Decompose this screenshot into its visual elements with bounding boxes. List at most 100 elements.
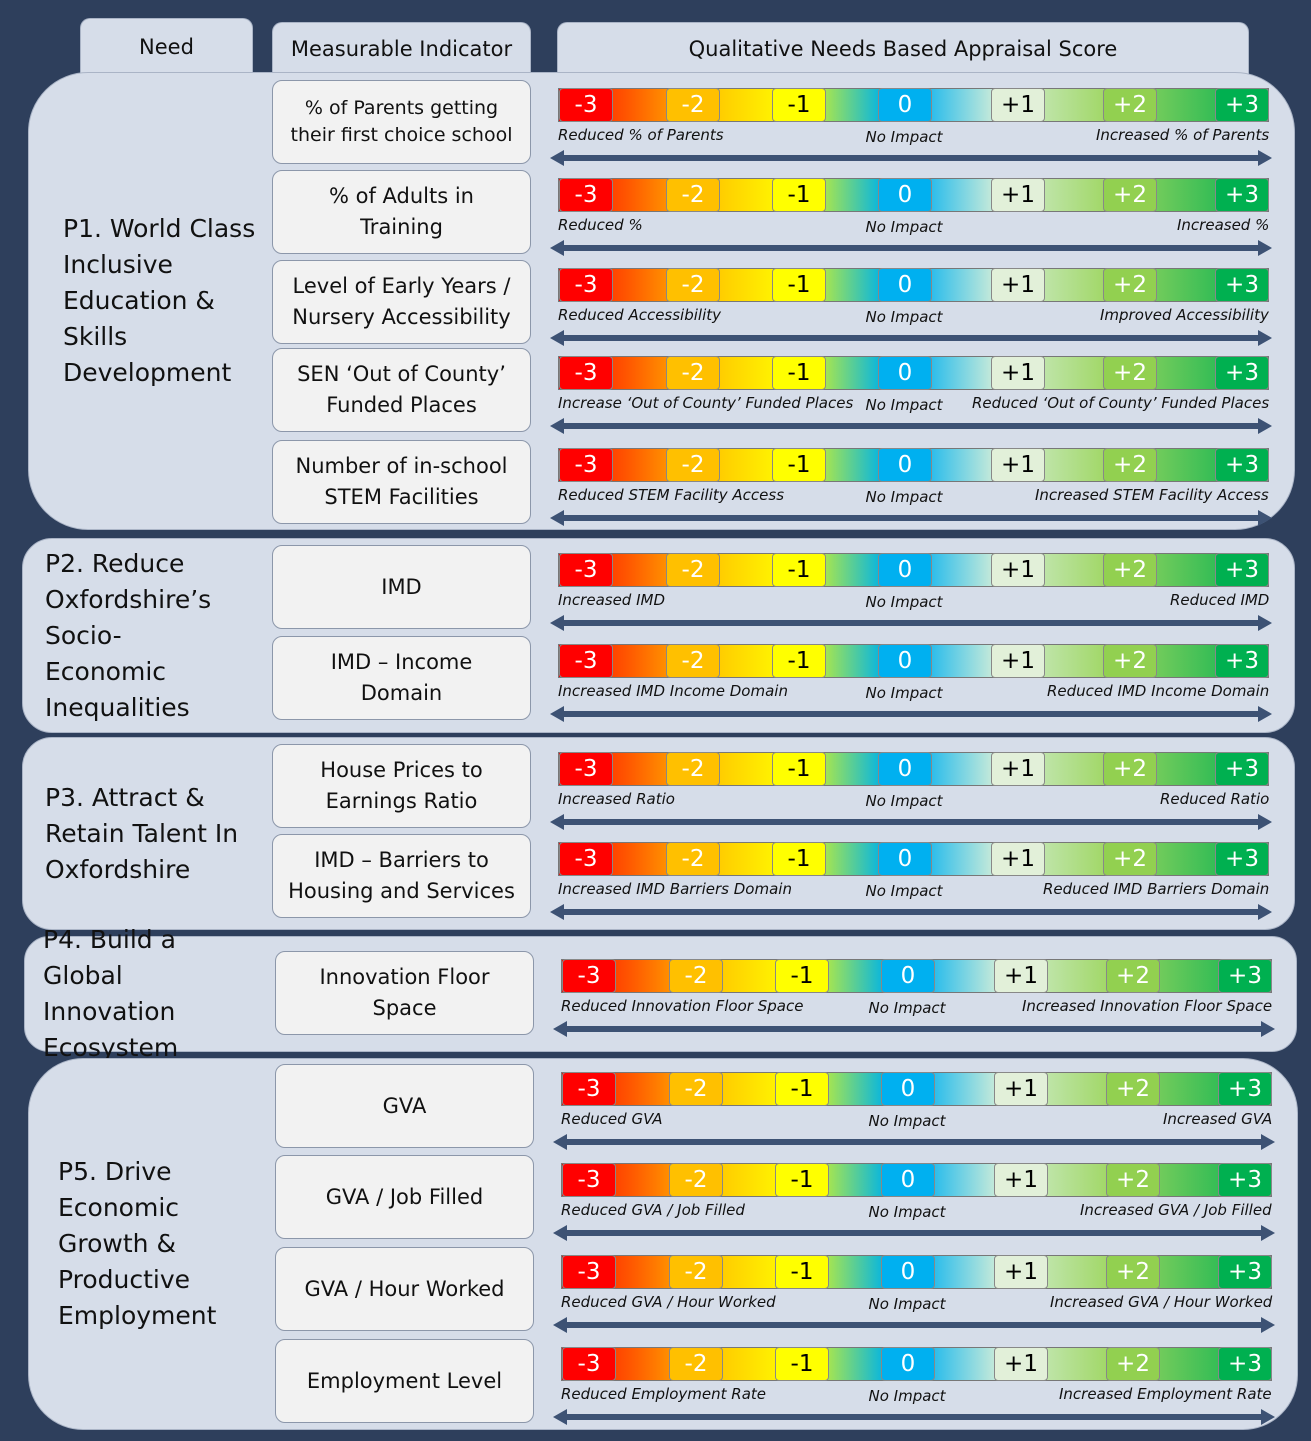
score-box: -1 bbox=[775, 1255, 829, 1289]
score-box: -3 bbox=[562, 1072, 616, 1106]
score-box: -3 bbox=[562, 1163, 616, 1197]
score-box: +3 bbox=[1218, 1347, 1272, 1381]
arrow bbox=[550, 904, 1272, 920]
score-box: +2 bbox=[1103, 842, 1157, 876]
left-label: Increase ‘Out of County’ Funded Places bbox=[558, 394, 854, 412]
score-box: -3 bbox=[559, 752, 613, 786]
score-box: +3 bbox=[1215, 268, 1269, 302]
score-box: +2 bbox=[1106, 1255, 1160, 1289]
indicator: Number of in-school STEM Facilities bbox=[272, 440, 531, 524]
score-box: 0 bbox=[878, 752, 932, 786]
score-box: +1 bbox=[991, 448, 1045, 482]
score-bar: -3 -2 -1 0 +1 +2 +3 bbox=[558, 178, 1269, 212]
arrow bbox=[550, 330, 1272, 346]
score-box: +3 bbox=[1215, 842, 1269, 876]
score-box: +1 bbox=[991, 553, 1045, 587]
right-label: Increased Employment Rate bbox=[1059, 1385, 1272, 1403]
group-label: P1. World Class Inclusive Education & Sk… bbox=[63, 214, 256, 387]
score-box: -2 bbox=[666, 178, 720, 212]
score-box: 0 bbox=[878, 448, 932, 482]
score-box: -3 bbox=[562, 959, 616, 993]
score-box: -1 bbox=[772, 448, 826, 482]
score-bar: -3 -2 -1 0 +1 +2 +3 bbox=[558, 752, 1269, 786]
score-box: -3 bbox=[559, 88, 613, 122]
score-bar: -3 -2 -1 0 +1 +2 +3 bbox=[558, 842, 1269, 876]
indicator: GVA / Hour Worked bbox=[275, 1247, 534, 1331]
score-box: -3 bbox=[559, 448, 613, 482]
indicator: % of Adults in Training bbox=[272, 170, 531, 254]
left-label: Reduced % of Parents bbox=[558, 126, 724, 144]
score-box: +2 bbox=[1103, 752, 1157, 786]
score-box: 0 bbox=[881, 1163, 935, 1197]
score-bar: -3 -2 -1 0 +1 +2 +3 bbox=[561, 1255, 1272, 1289]
score-box: -2 bbox=[666, 88, 720, 122]
indicator-header: Measurable Indicator bbox=[272, 22, 531, 74]
score-box: -2 bbox=[669, 1163, 723, 1197]
arrow bbox=[550, 615, 1272, 631]
arrow bbox=[550, 706, 1272, 722]
score-box: 0 bbox=[878, 268, 932, 302]
right-label: Increased GVA bbox=[1163, 1110, 1273, 1128]
middle-label: No Impact bbox=[868, 1112, 946, 1130]
score-box: -2 bbox=[669, 1072, 723, 1106]
score-box: -2 bbox=[666, 752, 720, 786]
score-box: +3 bbox=[1215, 356, 1269, 390]
arrow bbox=[553, 1317, 1275, 1333]
score-bar: -3 -2 -1 0 +1 +2 +3 bbox=[561, 1163, 1272, 1197]
middle-label: No Impact bbox=[865, 396, 943, 414]
score-box: -2 bbox=[669, 1347, 723, 1381]
right-label: Reduced IMD bbox=[1170, 591, 1270, 609]
score-box: 0 bbox=[881, 1347, 935, 1381]
score-box: -1 bbox=[772, 88, 826, 122]
indicator: Level of Early Years / Nursery Accessibi… bbox=[272, 260, 531, 344]
score-box: +1 bbox=[994, 1347, 1048, 1381]
score-box: +2 bbox=[1106, 1072, 1160, 1106]
middle-label: No Impact bbox=[865, 128, 943, 146]
left-label: Reduced STEM Facility Access bbox=[558, 486, 785, 504]
score-box: +1 bbox=[994, 1163, 1048, 1197]
score-bar: -3 -2 -1 0 +1 +2 +3 bbox=[558, 553, 1269, 587]
left-label: Increased IMD bbox=[558, 591, 666, 609]
indicator: House Prices to Earnings Ratio bbox=[272, 744, 531, 828]
score-box: 0 bbox=[881, 1255, 935, 1289]
score-bar: -3 -2 -1 0 +1 +2 +3 bbox=[558, 268, 1269, 302]
score-box: +2 bbox=[1103, 448, 1157, 482]
score-box: -1 bbox=[772, 268, 826, 302]
score-box: +2 bbox=[1103, 356, 1157, 390]
score-box: -3 bbox=[559, 644, 613, 678]
score-box: +3 bbox=[1215, 553, 1269, 587]
left-label: Reduced GVA bbox=[561, 1110, 663, 1128]
score-box: +3 bbox=[1215, 88, 1269, 122]
score-box: +2 bbox=[1106, 1163, 1160, 1197]
score-box: +2 bbox=[1106, 1347, 1160, 1381]
left-label: Reduced GVA / Hour Worked bbox=[561, 1293, 776, 1311]
group-label: P3. Attract & Retain Talent In Oxfordshi… bbox=[45, 782, 239, 884]
score-box: -2 bbox=[666, 268, 720, 302]
score-box: -1 bbox=[772, 842, 826, 876]
right-label: Increased Innovation Floor Space bbox=[1022, 997, 1273, 1015]
left-label: Increased IMD Barriers Domain bbox=[558, 880, 792, 898]
group-label: P4. Build a Global Innovation Ecosystem bbox=[43, 925, 179, 1062]
score-box: -1 bbox=[775, 1163, 829, 1197]
right-label: Reduced Ratio bbox=[1160, 790, 1270, 808]
score-box: -2 bbox=[669, 959, 723, 993]
score-box: -3 bbox=[559, 268, 613, 302]
right-label: Increased % bbox=[1177, 216, 1270, 234]
indicator: % of Parents getting their first choice … bbox=[272, 80, 531, 164]
score-box: 0 bbox=[878, 88, 932, 122]
arrow bbox=[550, 814, 1272, 830]
right-label: Improved Accessibility bbox=[1100, 306, 1269, 324]
arrow bbox=[553, 1021, 1275, 1037]
score-box: -2 bbox=[666, 553, 720, 587]
score-box: -1 bbox=[772, 644, 826, 678]
score-box: +2 bbox=[1103, 178, 1157, 212]
score-box: -1 bbox=[772, 752, 826, 786]
score-box: -3 bbox=[559, 178, 613, 212]
score-bar: -3 -2 -1 0 +1 +2 +3 bbox=[558, 644, 1269, 678]
middle-label: No Impact bbox=[865, 218, 943, 236]
right-label: Increased GVA / Hour Worked bbox=[1050, 1293, 1273, 1311]
indicator: Employment Level bbox=[275, 1339, 534, 1423]
right-label: Increased GVA / Job Filled bbox=[1080, 1201, 1272, 1219]
score-box: +2 bbox=[1103, 88, 1157, 122]
score-box: 0 bbox=[878, 644, 932, 678]
